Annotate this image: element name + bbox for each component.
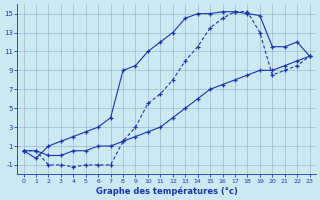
X-axis label: Graphe des températures (°c): Graphe des températures (°c): [96, 186, 237, 196]
